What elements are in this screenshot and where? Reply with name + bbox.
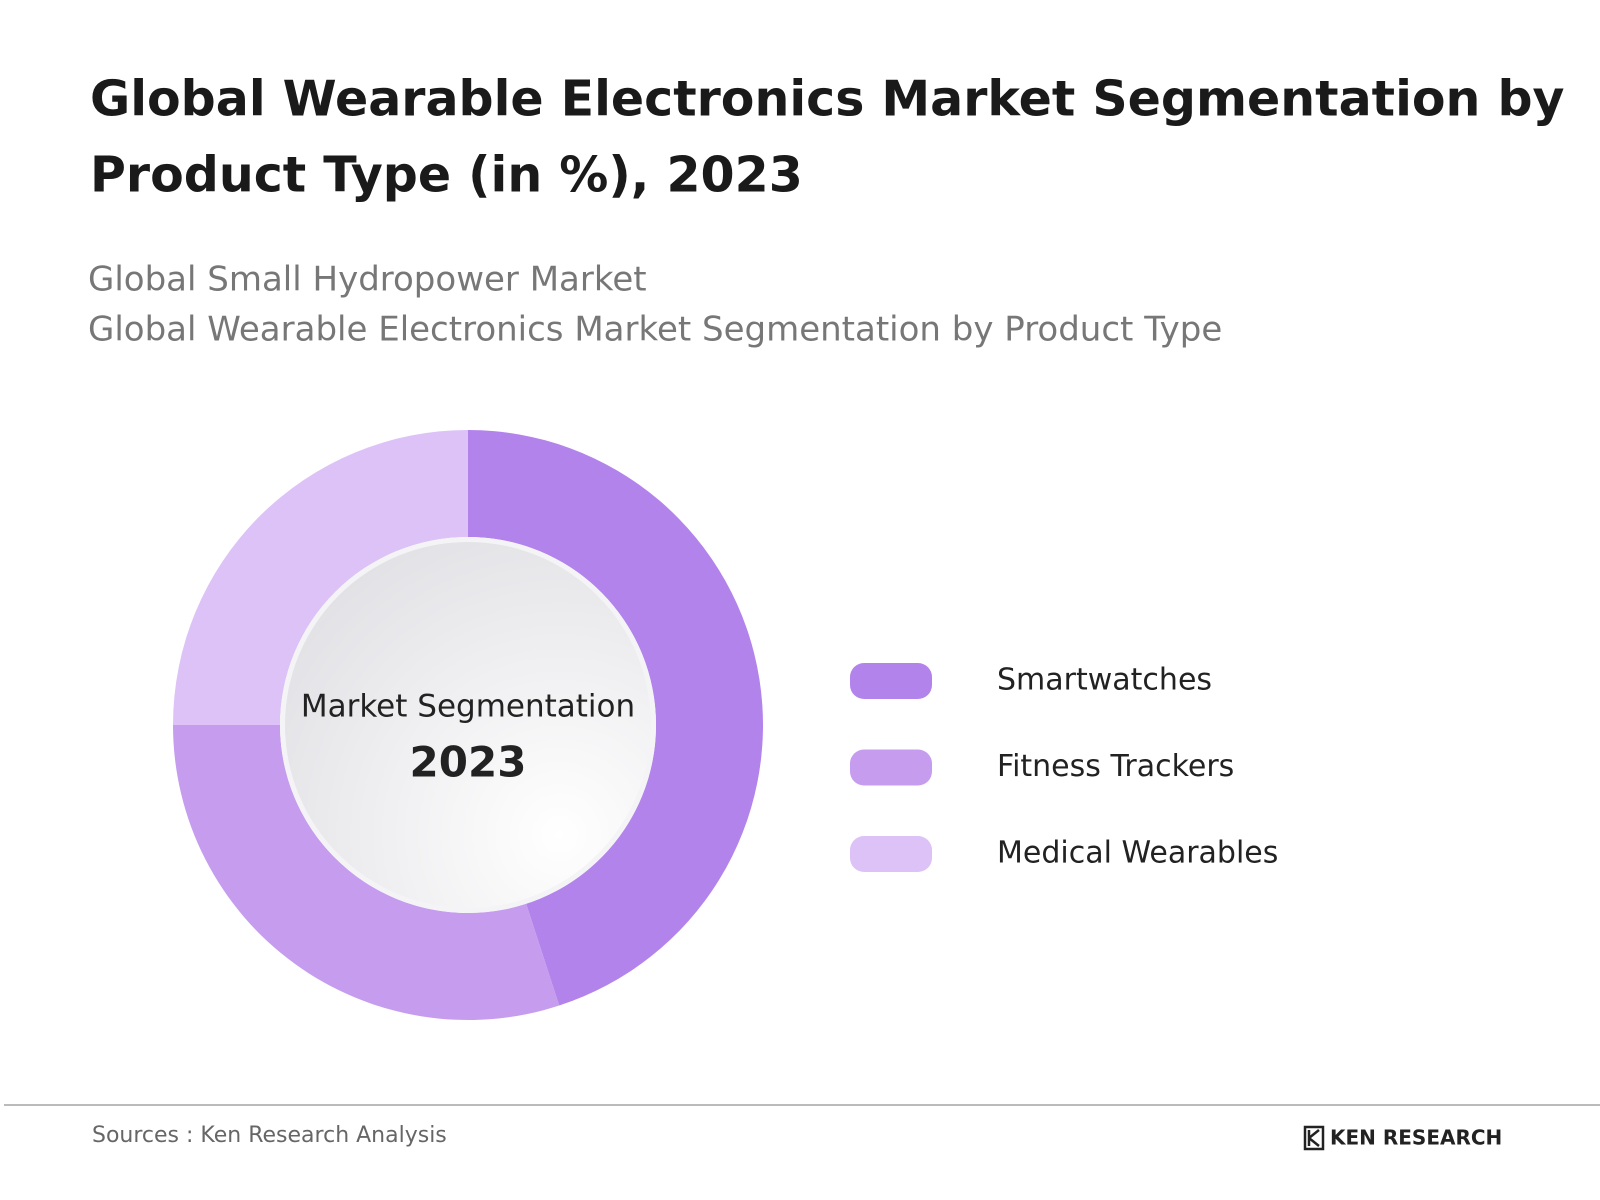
legend-swatch (850, 836, 932, 872)
logo-icon (1307, 1129, 1320, 1147)
logo-icon (1303, 1125, 1325, 1151)
brand: KEN RESEARCH (1330, 1126, 1502, 1150)
donut-slice (172, 725, 560, 1020)
chart-subtitle: Global Wearable Electronics Market Segme… (88, 310, 1222, 350)
chart-title: Global Wearable Electronics Market Segme… (90, 71, 1565, 128)
center-label: Market Segmentation (301, 689, 635, 725)
chart-subtitle: Global Small Hydropower Market (88, 260, 647, 300)
donut-hole (285, 542, 651, 908)
donut-slice (173, 430, 468, 725)
donut-slice (468, 430, 763, 1006)
brand-logo: KEN RESEARCH (1303, 1125, 1502, 1151)
donut (172, 430, 763, 1020)
legend: Smartwatches Fitness Trackers Medical Wear… (850, 663, 1278, 872)
chart-title: Product Type (in %), 2023 (90, 147, 803, 204)
legend-swatch (850, 663, 932, 699)
source: Sources : Ken Research Analysis (92, 1123, 447, 1148)
legend-label: Fitness Trackers (997, 749, 1234, 784)
center-year: 2023 (410, 738, 527, 787)
legend-swatch (850, 749, 932, 786)
legend-label: Smartwatches (997, 663, 1212, 698)
legend-label: Medical Wearables (997, 836, 1278, 871)
